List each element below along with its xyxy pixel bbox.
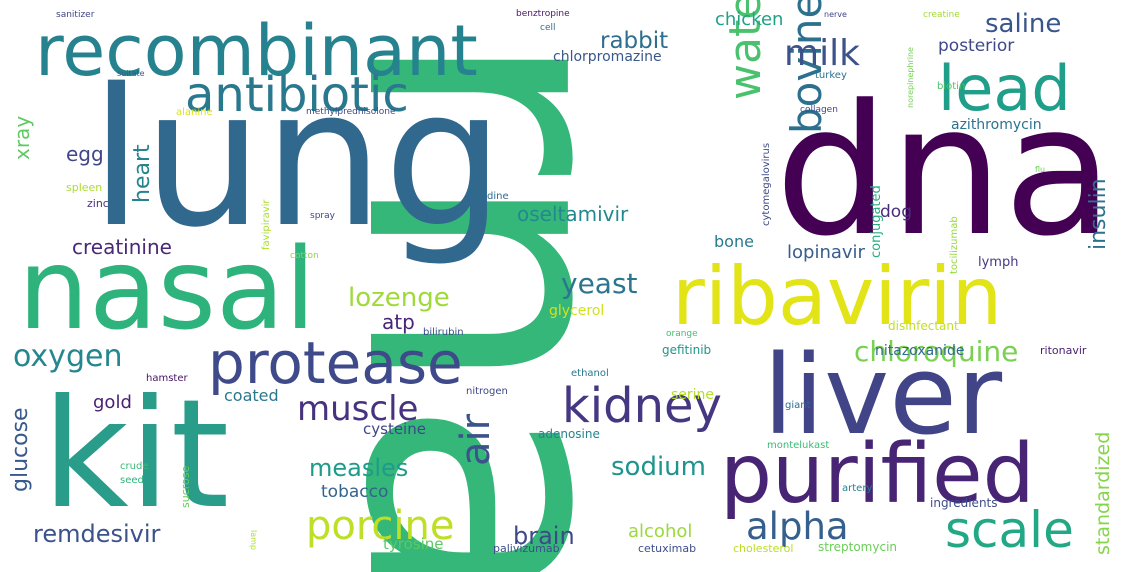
cloud-word-nitazoxanide: nitazoxanide: [875, 343, 965, 359]
cloud-word-lopinavir: lopinavir: [787, 242, 865, 263]
cloud-word-montelukast: montelukast: [767, 440, 830, 451]
cloud-word-bilirubin: bilirubin: [423, 327, 464, 338]
cloud-word-ribavirin: ribavirin: [672, 250, 1003, 343]
cloud-word-saline: saline: [985, 9, 1062, 39]
cloud-word-recombinant: recombinant: [35, 10, 478, 92]
cloud-word-sanitizer: sanitizer: [56, 10, 95, 20]
cloud-word-collagen: collagen: [800, 105, 838, 115]
cloud-word-measles: measles: [309, 454, 409, 482]
cloud-word-oxygen: oxygen: [13, 339, 123, 374]
cloud-word-kit: kit: [42, 368, 230, 542]
cloud-word-rabbit: rabbit: [600, 28, 669, 54]
cloud-word-sodium: sodium: [611, 452, 706, 482]
cloud-word-protease: protease: [208, 329, 463, 397]
cloud-word-benztropine: benztropine: [516, 9, 570, 19]
cloud-word-biotin: biotin: [937, 81, 966, 92]
cloud-word-cetuximab: cetuximab: [638, 542, 697, 555]
cloud-word-cotton: cotton: [290, 251, 319, 261]
cloud-word-brain: brain: [513, 522, 575, 550]
cloud-word-nitrogen: nitrogen: [466, 386, 508, 397]
cloud-word-creatine: creatine: [923, 10, 960, 20]
cloud-word-chloroquine: chloroquine: [854, 335, 1019, 368]
cloud-word-tyrosine: tyrosine: [383, 535, 444, 553]
cloud-word-yeast: yeast: [561, 267, 638, 300]
cloud-word-oseltamivir: oseltamivir: [517, 202, 629, 226]
cloud-word-muscle: muscle: [297, 389, 419, 429]
cloud-word-bone: bone: [714, 232, 754, 251]
cloud-word-norepinephrine: norepinephrine: [906, 47, 915, 108]
cloud-word-lead: lead: [938, 52, 1071, 125]
cloud-word-antibiotic: antibiotic: [185, 67, 409, 123]
cloud-word-sucrose: sucrose: [179, 465, 192, 508]
cloud-word-tocilizumab: tocilizumab: [949, 216, 960, 274]
cloud-word-atp: atp: [382, 310, 415, 334]
cloud-word-conjugated: conjugated: [869, 185, 884, 258]
cloud-word-palivizumab: palivizumab: [493, 542, 560, 555]
cloud-word-glucose: glucose: [8, 407, 33, 492]
cloud-word-adenosine: adenosine: [538, 427, 600, 441]
cloud-word-coated: coated: [224, 386, 279, 405]
cloud-word-giant: giant: [785, 400, 811, 411]
cloud-word-alcohol: alcohol: [628, 521, 693, 542]
cloud-word-air: air: [453, 413, 499, 466]
cloud-word-scale: scale: [945, 501, 1074, 559]
cloud-word-streptomycin: streptomycin: [818, 540, 898, 554]
cloud-word-porcine: porcine: [306, 503, 455, 549]
cloud-word-heart: heart: [130, 144, 155, 203]
cloud-word-serine: serine: [671, 387, 715, 403]
cloud-word-purified: purified: [720, 427, 1035, 522]
cloud-word-histidine: histidine: [466, 191, 509, 202]
cloud-word-zinc: zinc: [87, 197, 109, 210]
cloud-word-cell: cell: [540, 23, 556, 33]
cloud-word-dog: dog: [880, 202, 912, 222]
cloud-word-nasal: nasal: [18, 225, 316, 355]
cloud-word-nerve: nerve: [824, 10, 847, 19]
cloud-word-ritonavir: ritonavir: [1040, 344, 1087, 357]
cloud-word-xray: xray: [10, 115, 34, 160]
cloud-word-cytomegalovirus: cytomegalovirus: [761, 142, 772, 226]
cloud-word-ethanol: ethanol: [571, 368, 609, 379]
cloud-word-flu: flu: [1035, 165, 1046, 174]
cloud-word-turkey: turkey: [815, 70, 847, 81]
cloud-word-egg: egg: [66, 142, 104, 166]
cloud-word-lozenge: lozenge: [348, 283, 450, 313]
cloud-word-lymph: lymph: [978, 255, 1019, 270]
cloud-word-azithromycin: azithromycin: [951, 117, 1042, 133]
cloud-word-ingredients: ingredients: [930, 496, 998, 510]
cloud-word-standardized: standardized: [1092, 431, 1114, 555]
cloud-word-alpha: alpha: [746, 505, 849, 548]
cloud-word-disinfectant: disinfectant: [888, 319, 959, 333]
cloud-word-liver: liver: [763, 331, 1003, 459]
cloud-word-insulin: insulin: [1086, 178, 1111, 250]
cloud-word-remdesivir: remdesivir: [33, 520, 161, 548]
cloud-word-cysteine: cysteine: [363, 420, 426, 438]
cloud-word-suitate: suitate: [117, 69, 145, 78]
cloud-word-tobacco: tobacco: [321, 482, 389, 502]
cloud-word-chlorpromazine: chlorpromazine: [553, 49, 662, 65]
cloud-word-posterior: posterior: [938, 36, 1015, 56]
cloud-word-spray: spray: [310, 211, 335, 221]
cloud-word-seed: seed: [120, 475, 144, 486]
cloud-word-methylprednisolone: methylprednisolone: [306, 107, 396, 117]
cloud-word-orange: orange: [666, 329, 698, 339]
cloud-word-gold: gold: [93, 392, 132, 413]
cloud-word-lamp: lamp: [249, 530, 258, 550]
cloud-word-spleen: spleen: [66, 181, 103, 194]
cloud-word-creatinine: creatinine: [72, 235, 172, 259]
cloud-word-chicken: chicken: [715, 9, 784, 30]
cloud-word-glycerol: glycerol: [549, 303, 605, 319]
cloud-word-hamster: hamster: [146, 373, 188, 384]
cloud-word-cholesterol: cholesterol: [733, 542, 794, 555]
cloud-word-crude: crude: [120, 461, 149, 472]
cloud-word-milk: milk: [784, 33, 860, 74]
cloud-word-artery: artery: [842, 483, 873, 494]
cloud-word-alanine: alanine: [176, 107, 213, 118]
cloud-word-kidney: kidney: [562, 378, 722, 434]
cloud-word-favipiravir: favipiravir: [261, 199, 272, 250]
cloud-word-gefitinib: gefitinib: [662, 343, 712, 357]
cloud-word-dna: dna: [775, 67, 1114, 276]
cloud-word-lung: lung: [90, 48, 505, 269]
